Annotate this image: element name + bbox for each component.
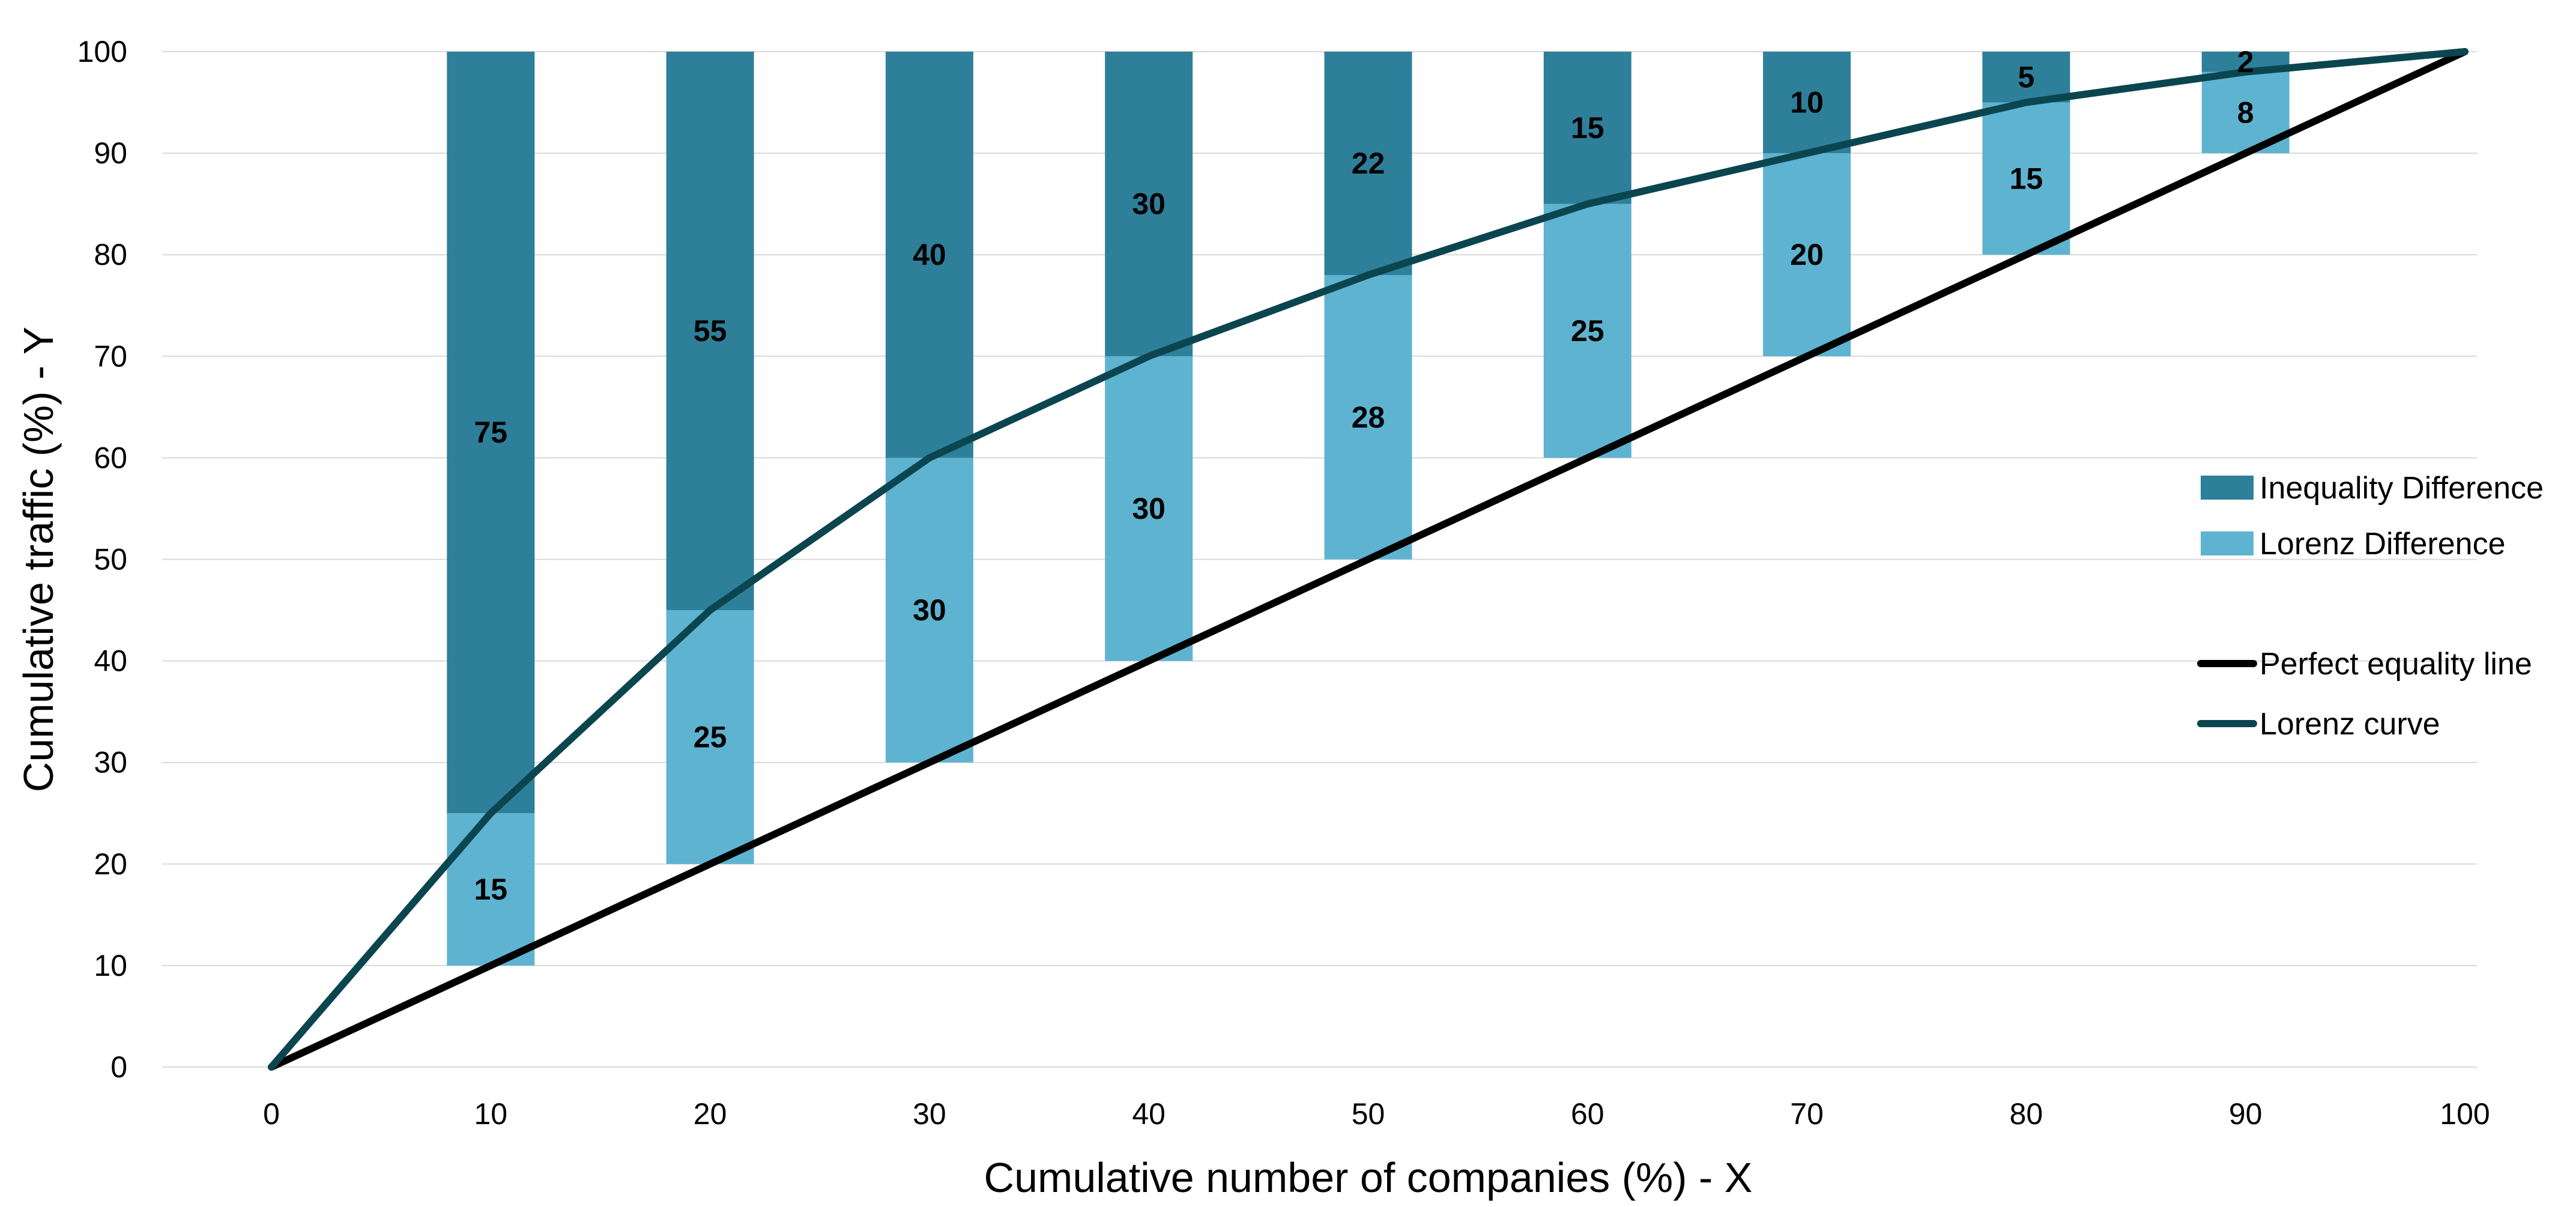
bar-inequality-difference [447, 52, 535, 814]
y-axis-title: Cumulative traffic (%) - Y [15, 327, 62, 792]
bar-lorenz-difference [1324, 275, 1412, 560]
bar-inequality-difference [1763, 52, 1851, 154]
x-tick-label: 70 [1790, 1097, 1824, 1131]
legend-swatch-lorenz-difference [2201, 531, 2254, 555]
legend-label-lorenz-difference: Lorenz Difference [2260, 527, 2506, 561]
bar-lorenz-difference [666, 610, 754, 864]
x-tick-label: 60 [1571, 1097, 1604, 1131]
data-label-lorenz-difference: 8 [2237, 95, 2254, 129]
data-label-lorenz-difference: 25 [1571, 314, 1604, 348]
data-label-inequality-difference: 10 [1790, 86, 1824, 119]
data-labels-layer: 15 75 25 55 30 40 30 30 28 22 25 15 20 10 15 5 8 2 [474, 45, 2254, 906]
x-tick-label: 10 [474, 1097, 507, 1131]
data-label-inequality-difference: 5 [2018, 60, 2034, 94]
y-tick-label: 90 [94, 136, 127, 170]
bar-lorenz-difference [1763, 153, 1851, 357]
data-label-lorenz-difference: 25 [694, 720, 727, 754]
line-lorenz-curve [268, 48, 2469, 1071]
bar-inequality-difference [666, 52, 754, 611]
x-axis-tick-labels: 0 10 20 30 40 50 60 70 80 90 100 [263, 1097, 2490, 1131]
data-label-inequality-difference: 15 [1571, 111, 1604, 145]
legend: Inequality Difference Lorenz Difference Pe… [2197, 471, 2544, 742]
bar-lorenz-difference [885, 458, 973, 763]
bar-inequality-difference [885, 52, 973, 458]
x-tick-label: 0 [263, 1097, 280, 1131]
x-tick-label: 20 [694, 1097, 727, 1131]
data-label-inequality-difference: 22 [1352, 147, 1385, 180]
x-tick-label: 40 [1132, 1097, 1166, 1131]
data-label-lorenz-difference: 20 [1790, 238, 1824, 271]
bars-layer [447, 52, 2290, 966]
bar-lorenz-difference [447, 813, 535, 966]
data-label-inequality-difference: 40 [913, 238, 946, 271]
bar-lorenz-difference [1105, 356, 1193, 661]
y-tick-label: 70 [94, 339, 127, 373]
legend-label-inequality-difference: Inequality Difference [2260, 471, 2544, 506]
bar-inequality-difference [1543, 52, 1631, 204]
legend-swatch-inequality-difference [2201, 476, 2254, 500]
data-label-inequality-difference: 55 [694, 314, 727, 348]
x-tick-label: 80 [2010, 1097, 2043, 1131]
bar-inequality-difference [1324, 52, 1412, 276]
y-tick-label: 80 [94, 238, 127, 271]
legend-label-perfect-equality-line: Perfect equality line [2260, 647, 2532, 682]
bar-inequality-difference [1982, 52, 2070, 103]
y-tick-label: 100 [77, 35, 127, 68]
line-perfect-equality-line [268, 48, 2469, 1071]
data-label-inequality-difference: 30 [1132, 187, 1166, 221]
data-label-inequality-difference: 2 [2237, 45, 2254, 79]
bar-inequality-difference [1105, 52, 1193, 357]
legend-label-lorenz-curve: Lorenz curve [2260, 707, 2440, 742]
bar-lorenz-difference [1543, 204, 1631, 458]
y-tick-label: 50 [94, 543, 127, 576]
data-label-lorenz-difference: 15 [474, 873, 507, 906]
x-tick-label: 100 [2440, 1097, 2490, 1131]
y-tick-label: 20 [94, 847, 127, 881]
bar-lorenz-difference [1982, 102, 2070, 255]
data-label-inequality-difference: 75 [474, 416, 507, 449]
data-label-lorenz-difference: 28 [1352, 401, 1385, 434]
data-label-lorenz-difference: 30 [1132, 492, 1166, 525]
y-tick-label: 10 [94, 949, 127, 982]
data-label-lorenz-difference: 30 [913, 593, 946, 627]
y-axis-tick-labels: 0 10 20 30 40 50 60 70 80 90 100 [77, 35, 127, 1084]
x-tick-label: 90 [2229, 1097, 2263, 1131]
y-tick-label: 60 [94, 441, 127, 474]
y-tick-label: 40 [94, 644, 127, 678]
y-tick-label: 0 [110, 1050, 127, 1084]
gridlines [162, 51, 2477, 1068]
x-tick-label: 30 [913, 1097, 946, 1131]
x-axis-title: Cumulative number of companies (%) - X [984, 1154, 1753, 1201]
x-tick-label: 50 [1352, 1097, 1385, 1131]
lines-layer [268, 48, 2469, 1071]
y-tick-label: 30 [94, 746, 127, 779]
data-label-lorenz-difference: 15 [2010, 162, 2043, 195]
